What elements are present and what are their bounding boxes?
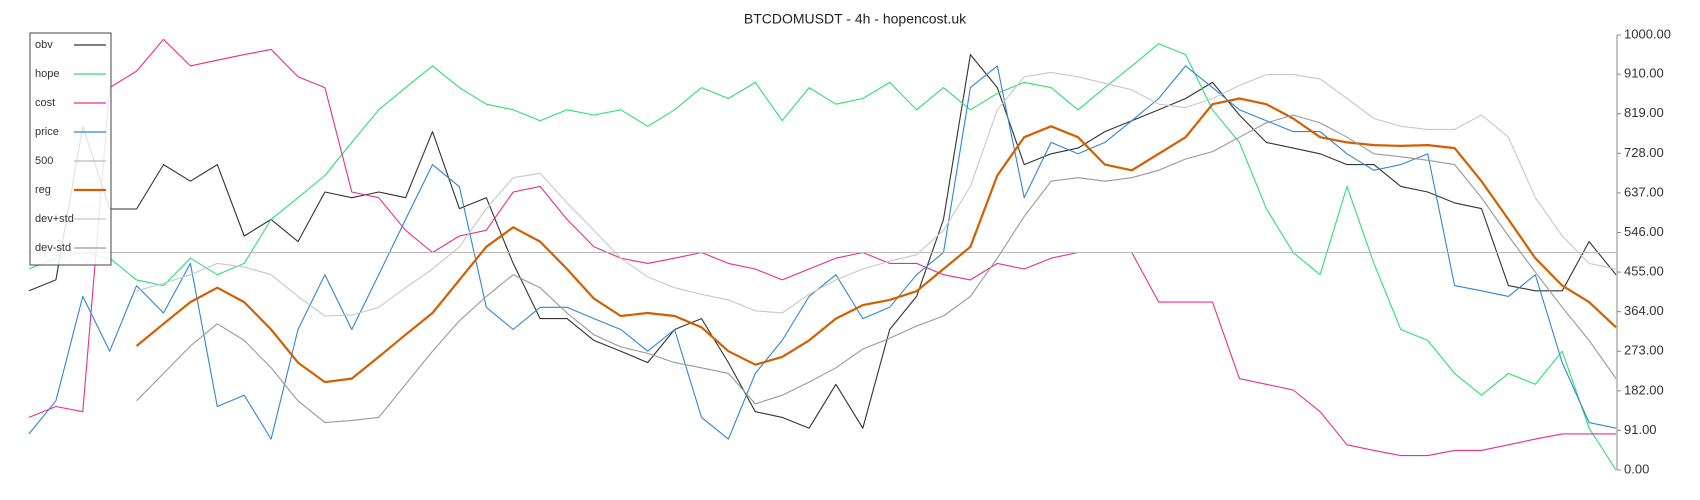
y-tick-label: 364.00 xyxy=(1624,303,1664,318)
y-tick-label: 728.00 xyxy=(1624,145,1664,160)
y-tick-label: 637.00 xyxy=(1624,184,1664,199)
legend-label: hope xyxy=(35,68,59,80)
series-line xyxy=(136,114,1617,424)
series-line xyxy=(28,38,1616,457)
legend-label: reg xyxy=(35,184,51,196)
legend-label: price xyxy=(35,126,59,138)
legend-box xyxy=(29,32,112,266)
series-line xyxy=(135,97,1617,384)
y-tick-label: 910.00 xyxy=(1624,66,1664,81)
chart-title: BTCDOMUSDT - 4h - hopencost.uk xyxy=(744,11,967,27)
series-line xyxy=(28,43,1617,471)
series-line xyxy=(28,65,1617,440)
legend-label: cost xyxy=(35,97,55,109)
y-tick-label: 546.00 xyxy=(1624,224,1664,239)
y-tick-label: 182.00 xyxy=(1624,382,1664,397)
legend-label: dev-std xyxy=(35,242,71,254)
y-tick-label: 0.00 xyxy=(1624,461,1649,476)
y-tick-label: 273.00 xyxy=(1624,343,1664,358)
legend-label: obv xyxy=(35,39,53,51)
legend: obv hope cost price 500 reg dev+std dev-std xyxy=(29,32,112,266)
legend-label: dev+std xyxy=(35,213,74,225)
series-line xyxy=(136,71,1617,317)
y-tick-label: 819.00 xyxy=(1624,105,1664,120)
series-line xyxy=(28,54,1617,429)
legend-label: 500 xyxy=(35,155,53,167)
y-tick-label: 1000.00 xyxy=(1624,26,1671,41)
y-tick-label: 455.00 xyxy=(1624,264,1664,279)
y-tick-label: 91.00 xyxy=(1624,422,1657,437)
